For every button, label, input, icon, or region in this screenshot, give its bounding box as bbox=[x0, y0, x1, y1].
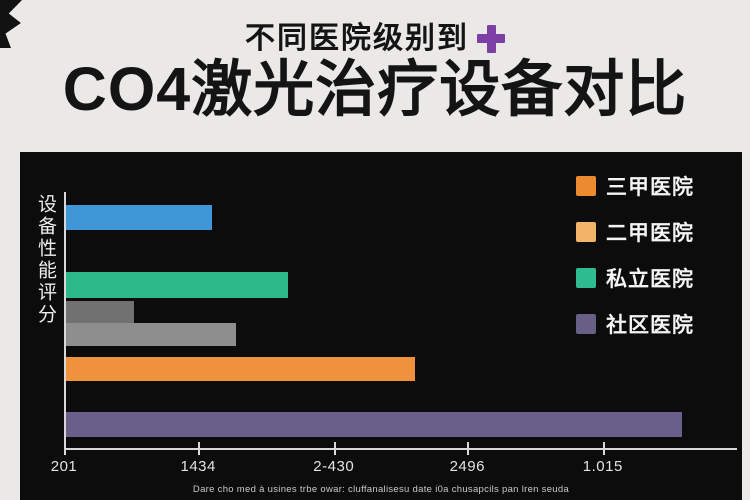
legend-item: 社区医院 bbox=[576, 309, 694, 339]
chart-panel: 设备性能评分 201 1434 2-430 2496 1.015 三甲医院二甲医院私立医… bbox=[20, 152, 742, 500]
legend-label: 二甲医院 bbox=[606, 222, 694, 245]
legend-label: 三甲医院 bbox=[606, 176, 694, 199]
y-axis-line bbox=[64, 192, 66, 449]
subtitle-row: 不同医院级别到 bbox=[0, 22, 750, 55]
legend-swatch-icon bbox=[576, 268, 596, 288]
legend-item: 私立医院 bbox=[576, 263, 694, 293]
x-axis-tick bbox=[467, 442, 470, 455]
legend-label: 社区医院 bbox=[606, 314, 694, 337]
bar-orange bbox=[66, 357, 415, 381]
y-axis-label: 设备性能评分 bbox=[35, 194, 56, 326]
legend-swatch-icon bbox=[576, 176, 596, 196]
x-axis-tick bbox=[64, 442, 66, 455]
x-tick-label: 1434 bbox=[180, 458, 216, 475]
x-axis-tick bbox=[333, 442, 336, 455]
x-tick-label: 1.015 bbox=[582, 458, 623, 475]
bar-blue bbox=[66, 205, 213, 230]
bar-gray-lower bbox=[66, 323, 236, 346]
x-tick-label: 2496 bbox=[449, 458, 485, 475]
legend-swatch-icon bbox=[576, 222, 596, 242]
bar-gray-upper bbox=[66, 301, 134, 323]
legend-label: 私立医院 bbox=[606, 268, 694, 291]
bar-purple bbox=[66, 412, 682, 437]
legend-item: 三甲医院 bbox=[576, 171, 694, 201]
medical-plus-icon bbox=[477, 24, 505, 53]
chart-subtitle: 不同医院级别到 bbox=[245, 22, 469, 55]
legend-swatch-icon bbox=[576, 314, 596, 334]
bar-green bbox=[66, 272, 289, 298]
x-tick-label: 2-430 bbox=[313, 458, 355, 475]
x-axis-tick bbox=[198, 442, 201, 455]
legend: 三甲医院二甲医院私立医院社区医院 bbox=[576, 171, 694, 339]
legend-item: 二甲医院 bbox=[576, 217, 694, 247]
x-tick-label: 201 bbox=[50, 458, 78, 475]
x-axis-line bbox=[64, 448, 737, 450]
x-axis-tick bbox=[602, 442, 605, 455]
footnote-caption: Dare cho med à usines trbe owar: cluffan… bbox=[192, 484, 570, 495]
page-title: CO4激光治疗设备对比 bbox=[62, 55, 688, 123]
